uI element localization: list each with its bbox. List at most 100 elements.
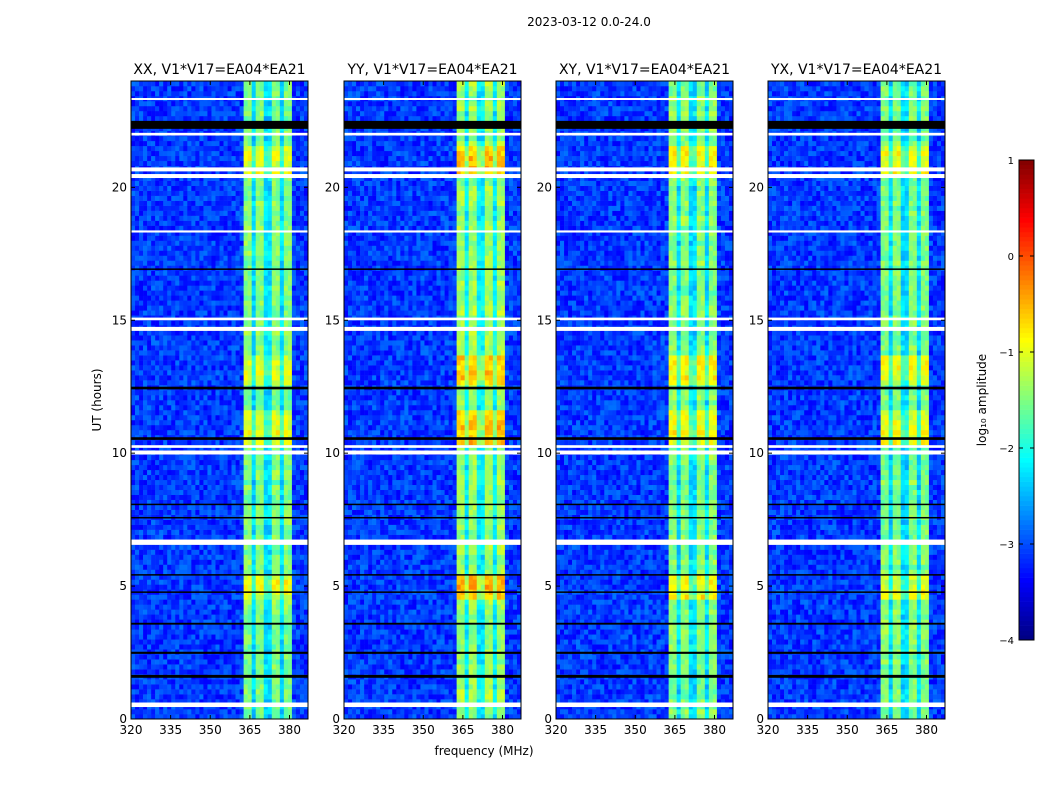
heatmap-cell [284,584,288,589]
heatmap-cell [163,709,167,714]
heatmap-cell [215,345,219,350]
heatmap-cell [300,624,304,629]
heatmap-cell [183,300,187,305]
heatmap-cell [248,340,252,345]
heatmap-cell [284,460,288,465]
heatmap-cell [203,604,207,609]
heatmap-cell [171,584,175,589]
heatmap-cell [252,216,256,221]
heatmap-cell [171,211,175,216]
heatmap-cell [280,550,284,555]
heatmap-cell [195,161,199,166]
heatmap-cell [260,425,264,430]
heatmap-cell [248,584,252,589]
heatmap-cell [244,245,248,250]
heatmap-cell [272,285,276,290]
heatmap-cell [151,579,155,584]
heatmap-cell [135,604,139,609]
heatmap-cell [175,609,179,614]
heatmap-cell [220,465,224,470]
heatmap-cell [276,350,280,355]
heatmap-cell [191,609,195,614]
heatmap-cell [224,360,228,365]
heatmap-cell [268,510,272,515]
heatmap-cell [232,156,236,161]
heatmap-cell [272,305,276,310]
heatmap-cell [203,510,207,515]
heatmap-cell [224,490,228,495]
heatmap-cell [280,425,284,430]
heatmap-cell [147,290,151,295]
heatmap-cell [215,161,219,166]
heatmap-cell [292,560,296,565]
heatmap-cell [143,236,147,241]
heatmap-cell [248,684,252,689]
heatmap-cell [280,644,284,649]
heatmap-cell [207,495,211,500]
heatmap-cell [207,689,211,694]
heatmap-cell [155,555,159,560]
heatmap-cell [232,525,236,530]
heatmap-cell [300,300,304,305]
heatmap-cell [268,659,272,664]
heatmap-cell [183,525,187,530]
heatmap-cell [256,400,260,405]
heatmap-cell [228,201,232,206]
heatmap-cell [183,545,187,550]
heatmap-cell [191,335,195,340]
heatmap-cell [260,191,264,196]
heatmap-cell [131,380,135,385]
heatmap-cell [296,196,300,201]
heatmap-cell [228,510,232,515]
heatmap-cell [272,236,276,241]
heatmap-cell [300,206,304,211]
heatmap-cell [224,460,228,465]
heatmap-cell [292,405,296,410]
heatmap-cell [151,669,155,674]
heatmap-cell [147,594,151,599]
heatmap-cell [155,629,159,634]
heatmap-cell [159,470,163,475]
heatmap-cell [171,689,175,694]
heatmap-cell [300,555,304,560]
heatmap-cell [252,295,256,300]
heatmap-cell [220,460,224,465]
heatmap-cell [175,390,179,395]
heatmap-cell [296,614,300,619]
heatmap-cell [163,614,167,619]
heatmap-cell [220,405,224,410]
heatmap-cell [191,275,195,280]
heatmap-cell [155,709,159,714]
heatmap-cell [199,415,203,420]
heatmap-cell [272,490,276,495]
heatmap-cell [236,465,240,470]
heatmap-cell [252,485,256,490]
heatmap-cell [224,530,228,535]
heatmap-cell [264,340,268,345]
heatmap-cell [207,634,211,639]
heatmap-cell [131,624,135,629]
heatmap-cell [276,395,280,400]
heatmap-cell [260,485,264,490]
heatmap-cell [179,569,183,574]
heatmap-cell [191,584,195,589]
heatmap-cell [207,360,211,365]
heatmap-cell [236,579,240,584]
heatmap-cell [155,196,159,201]
heatmap-cell [147,455,151,460]
heatmap-cell [195,604,199,609]
heatmap-cell [296,395,300,400]
heatmap-cell [220,555,224,560]
heatmap-cell [252,355,256,360]
heatmap-cell [207,156,211,161]
heatmap-cell [183,395,187,400]
heatmap-cell [167,300,171,305]
heatmap-cell [228,255,232,260]
heatmap-cell [292,201,296,206]
heatmap-cell [296,305,300,310]
heatmap-cell [300,310,304,315]
heatmap-cell [171,255,175,260]
heatmap-cell [163,510,167,515]
heatmap-cell [220,510,224,515]
heatmap-cell [183,380,187,385]
